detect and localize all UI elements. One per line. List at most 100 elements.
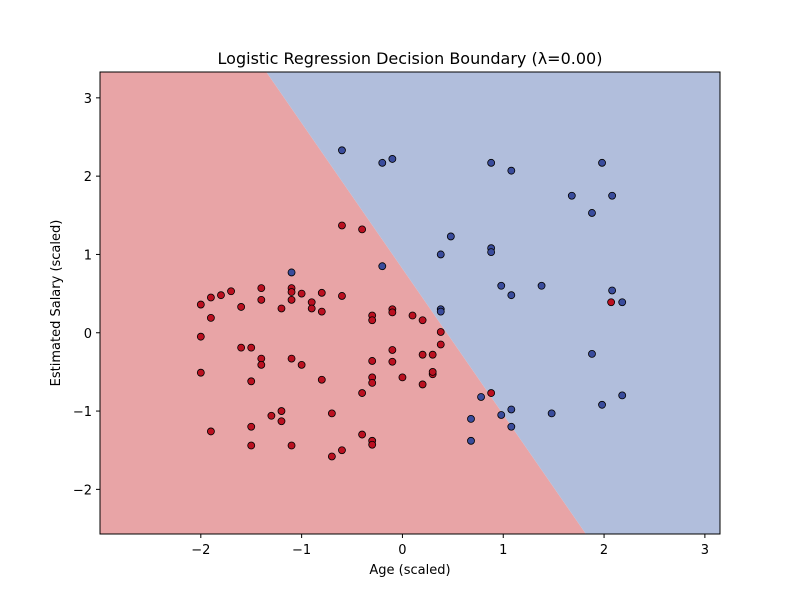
y-axis: −2 −1 0 1 2 3 [73,92,100,498]
data-point-class0 [206,427,215,436]
data-point-class0 [196,300,205,309]
data-point-class1 [487,158,496,167]
x-tick-label: 1 [499,543,507,558]
data-point-class0 [368,440,377,449]
data-point-class1 [598,158,606,167]
data-point-class1 [487,248,496,257]
data-point-class0 [196,332,205,341]
data-point-class0 [247,441,256,450]
x-tick-label: 2 [600,543,608,558]
data-point-class1 [388,155,397,163]
data-point-class0 [247,422,256,431]
data-point-class1 [338,146,346,155]
data-point-class1 [497,411,506,419]
data-point-class1 [618,298,627,307]
data-point-class0 [428,368,437,376]
data-point-class1 [378,158,387,167]
data-point-class1 [467,436,475,445]
data-point-class0 [418,316,427,325]
data-point-class0 [237,343,246,352]
data-point-class0 [368,378,377,387]
data-point-class0 [338,221,346,230]
data-point-class0 [287,295,296,304]
data-point-class1 [467,414,475,423]
axes-frame [99,71,721,535]
x-tick-label: 0 [398,543,406,558]
data-point-class1 [567,191,576,200]
data-point-class1 [507,166,516,175]
x-tick-label: 3 [701,543,709,558]
data-point-class0 [327,409,336,418]
x-axis-label: Age (scaled) [369,563,450,578]
y-tick-label: 1 [84,248,92,263]
plot-area [99,71,721,535]
data-point-class0 [327,452,336,461]
y-axis-label: Estimated Salary (scaled) [49,220,64,387]
data-point-class0 [257,295,266,304]
data-point-class1 [507,422,516,431]
data-point-class0 [287,441,296,450]
data-point-class0 [436,328,445,336]
y-tick-label: −1 [73,405,92,420]
data-point-class0 [338,292,346,300]
data-point-class1 [378,262,387,271]
data-point-class0 [418,350,427,359]
data-point-class0 [277,304,286,313]
data-point-class0 [408,311,417,320]
data-point-class0 [277,417,286,426]
data-point-class1 [618,391,627,400]
data-point-class1 [537,281,546,290]
data-point-class0 [398,373,407,382]
data-point-class0 [358,225,367,234]
data-point-class1 [608,286,617,295]
x-tick-label: −2 [191,543,210,558]
data-point-class0 [487,389,496,397]
data-point-class0 [317,288,326,297]
data-point-class0 [418,380,427,389]
data-point-class0 [237,303,246,311]
y-tick-label: 0 [84,327,92,342]
data-point-class0 [388,357,397,366]
data-point-class1 [608,191,617,200]
data-point-class0 [388,308,397,317]
data-point-class0 [247,377,256,386]
data-point-class0 [358,389,367,397]
data-point-class1 [507,405,516,414]
data-point-class0 [368,357,377,365]
y-tick-label: 2 [84,170,92,185]
data-point-class0 [317,375,326,384]
data-point-class0 [196,368,205,377]
decision-region-class0 [100,72,586,534]
data-point-class0 [287,288,296,296]
data-point-class0 [217,291,225,300]
data-point-class0 [297,289,306,298]
data-point-class0 [257,360,266,369]
data-point-class1 [287,268,296,277]
data-point-class1 [497,281,506,290]
data-point-class0 [317,307,326,316]
data-point-class1 [446,232,455,241]
data-point-class1 [436,307,445,316]
data-point-class0 [277,407,286,415]
data-point-class0 [206,293,215,302]
data-point-class1 [507,291,516,300]
y-tick-label: 3 [84,92,92,107]
data-point-class0 [227,287,235,296]
data-point-class1 [588,349,596,358]
data-point-class0 [297,360,306,369]
x-tick-label: −1 [292,543,311,558]
y-tick-label: −2 [73,483,92,498]
data-points [196,146,627,461]
decision-region-class1 [266,72,720,534]
data-point-class0 [428,350,437,359]
data-point-class1 [436,250,445,259]
data-point-class1 [547,409,556,418]
data-point-class0 [388,346,397,354]
data-point-class0 [358,430,367,439]
data-point-class0 [247,343,256,352]
x-axis: −2 −1 0 1 2 3 [191,534,709,558]
data-point-class1 [598,400,606,409]
data-point-class0 [607,298,616,307]
chart-title: Logistic Regression Decision Boundary (λ… [218,49,603,68]
